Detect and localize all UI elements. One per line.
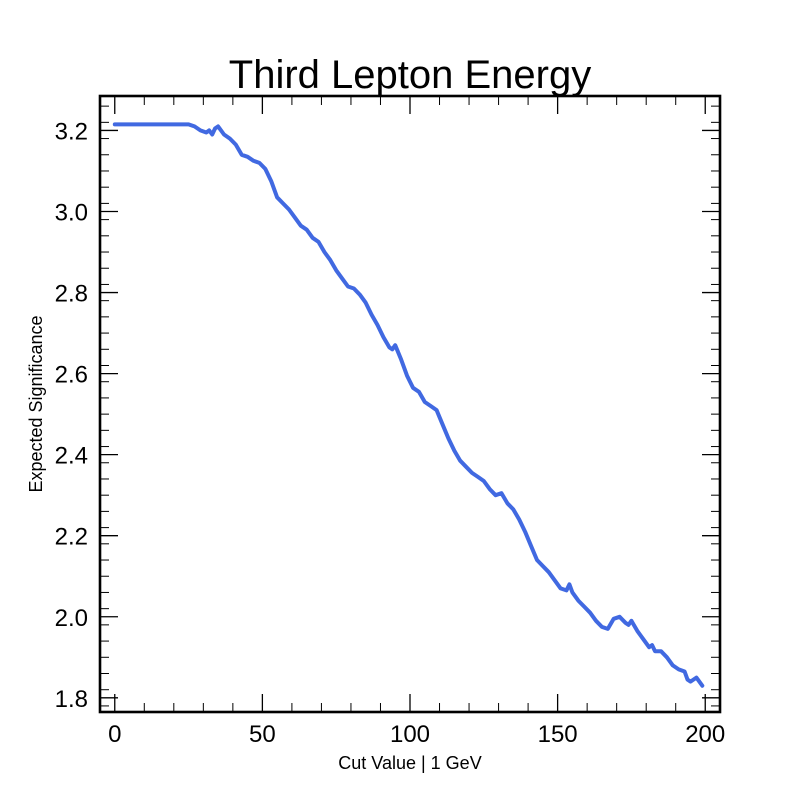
y-tick-label: 3.0 bbox=[55, 200, 88, 227]
x-tick-label: 0 bbox=[108, 721, 121, 748]
chart-title: Third Lepton Energy bbox=[229, 53, 591, 97]
y-tick-label: 2.4 bbox=[55, 443, 88, 470]
y-tick-label: 3.2 bbox=[55, 118, 88, 145]
x-axis-label: Cut Value | 1 GeV bbox=[338, 753, 481, 773]
plot-content bbox=[112, 122, 705, 688]
y-axis-label: Expected Significance bbox=[26, 315, 46, 492]
x-tick-label: 200 bbox=[685, 721, 725, 748]
y-tick-label: 1.8 bbox=[55, 686, 88, 713]
y-tick-label: 2.8 bbox=[55, 281, 88, 308]
x-tick-label: 150 bbox=[538, 721, 578, 748]
x-tick-label: 50 bbox=[249, 721, 276, 748]
plot-frame bbox=[98, 94, 722, 714]
y-axis-ticks: 1.8 2.0 2.2 2.4 2.6 2.8 3.0 3.2 bbox=[55, 105, 720, 713]
y-tick-label: 2.0 bbox=[55, 605, 88, 632]
x-axis-ticks: 0 50 100 150 200 bbox=[108, 96, 725, 748]
y-tick-label: 2.6 bbox=[55, 362, 88, 389]
y-tick-label: 2.2 bbox=[55, 524, 88, 551]
x-tick-label: 100 bbox=[390, 721, 430, 748]
series-line-0 bbox=[112, 122, 705, 688]
